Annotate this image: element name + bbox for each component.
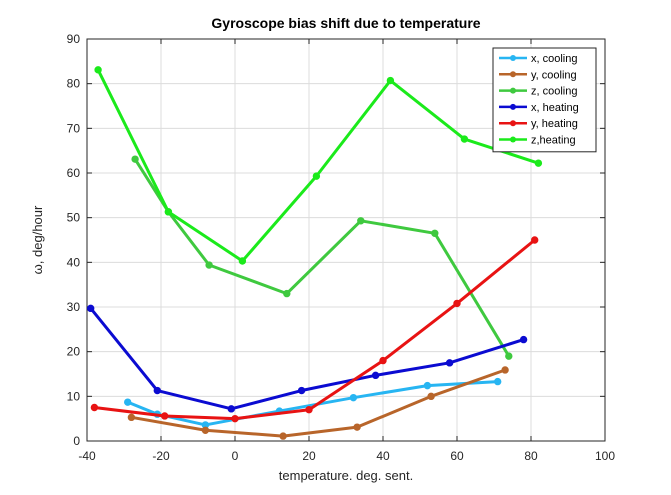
- legend-label: z,heating: [531, 135, 576, 147]
- x-axis-label: temperature. deg. sent.: [279, 468, 413, 483]
- data-point: [534, 159, 543, 167]
- y-tick-label: 10: [67, 389, 81, 403]
- y-tick-label: 30: [67, 300, 81, 314]
- legend-label: x, heating: [531, 102, 579, 114]
- series-layer: [87, 66, 543, 440]
- legend-item: x, heating: [499, 102, 579, 114]
- data-point: [127, 413, 136, 422]
- x-tick-label: 80: [524, 449, 538, 463]
- data-point: [501, 366, 509, 374]
- data-point: [283, 289, 291, 298]
- data-point: [124, 398, 132, 406]
- y-tick-label: 80: [67, 77, 81, 91]
- legend-marker: [510, 120, 516, 127]
- legend-label: y, heating: [531, 118, 578, 130]
- legend-marker: [510, 136, 516, 143]
- data-point: [445, 359, 454, 367]
- y-axis-label: ω, deg/hour: [30, 205, 45, 274]
- data-point: [371, 371, 380, 380]
- y-tick-label: 20: [67, 345, 81, 359]
- legend: x, cooling y, cooling z, cooling x, heating…: [492, 47, 597, 153]
- x-tick-label: 0: [232, 449, 239, 463]
- data-point: [153, 386, 162, 395]
- legend-box: [492, 47, 597, 153]
- grid: [87, 39, 605, 441]
- series-3: [87, 304, 528, 413]
- legend-marker: [510, 71, 516, 78]
- data-point: [519, 335, 528, 344]
- data-point: [231, 414, 239, 423]
- data-point: [386, 76, 395, 85]
- data-point: [297, 386, 306, 395]
- data-point: [353, 423, 361, 431]
- data-point: [494, 377, 502, 386]
- legend-label: z, cooling: [531, 86, 577, 98]
- data-point: [131, 155, 139, 163]
- data-point: [423, 381, 432, 390]
- data-point: [87, 304, 95, 313]
- legend-marker: [510, 103, 516, 110]
- data-point: [305, 406, 313, 414]
- data-point: [505, 352, 513, 360]
- data-point: [357, 217, 365, 225]
- y-tick-label: 70: [67, 121, 81, 135]
- series-line: [131, 368, 506, 438]
- y-tick-label: 0: [73, 434, 80, 448]
- data-point: [94, 66, 102, 74]
- legend-item: y, cooling: [499, 69, 577, 81]
- x-tick-label: 40: [376, 449, 390, 463]
- data-point: [164, 208, 173, 216]
- legend-item: z,heating: [499, 135, 576, 147]
- series-4: [90, 236, 539, 423]
- axis-ticks: -40 -20 0 20 40 60 80 100 0 10 20 30 40 50 60 70 80 90: [67, 32, 616, 463]
- x-tick-label: 100: [595, 449, 615, 463]
- y-tick-label: 40: [67, 255, 81, 269]
- data-point: [427, 392, 435, 401]
- data-point: [453, 299, 461, 308]
- plot-area-border: [86, 38, 606, 442]
- data-point: [460, 135, 469, 143]
- series-5: [94, 66, 543, 265]
- data-point: [531, 236, 539, 244]
- x-tick-label: -20: [152, 449, 170, 463]
- legend-marker: [510, 55, 516, 61]
- x-tick-label: -40: [78, 449, 96, 463]
- legend-marker: [510, 87, 516, 94]
- data-point: [379, 356, 387, 365]
- series-1: [127, 366, 509, 440]
- legend-item: z, cooling: [499, 86, 577, 98]
- data-point: [161, 412, 169, 420]
- data-point: [201, 426, 210, 434]
- x-tick-label: 60: [450, 449, 464, 463]
- legend-item: y, heating: [499, 118, 578, 130]
- chart-title: Gyroscope bias shift due to temperature: [211, 15, 480, 31]
- legend-label: y, cooling: [531, 69, 577, 81]
- x-tick-label: 20: [302, 449, 316, 463]
- y-tick-label: 60: [67, 166, 81, 180]
- data-point: [349, 393, 358, 402]
- data-point: [312, 172, 321, 180]
- data-point: [431, 229, 439, 238]
- legend-item: x, cooling: [499, 53, 577, 65]
- y-tick-label: 90: [67, 32, 81, 46]
- data-point: [227, 405, 236, 413]
- data-point: [205, 261, 213, 269]
- y-tick-label: 50: [67, 211, 81, 225]
- data-point: [279, 432, 287, 440]
- legend-label: x, cooling: [531, 53, 577, 65]
- data-point: [90, 403, 99, 412]
- data-point: [238, 257, 247, 265]
